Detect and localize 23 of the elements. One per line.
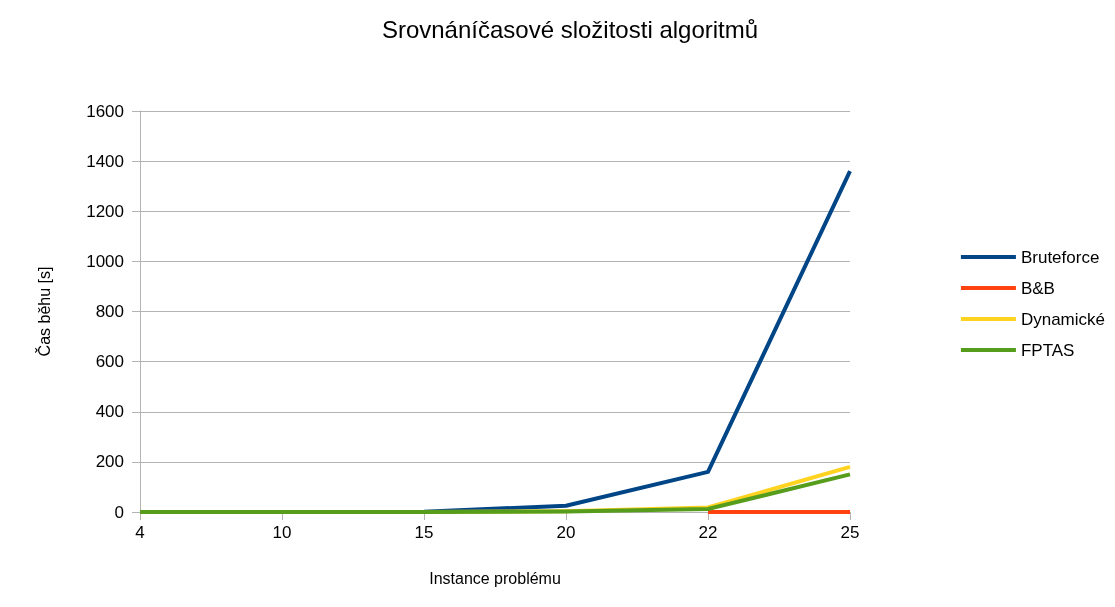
chart-title: Srovnáníčasové složitosti algoritmů [381,15,759,43]
x-tick-label: 10 [272,523,292,542]
y-tick-label: 0 [114,502,124,522]
line-series [138,472,852,514]
y-tick-label: 1600 [86,101,124,121]
x-tick-label: 20 [556,523,576,542]
legend-label: Bruteforce [1020,247,1100,267]
y-axis-title: Čas běhu [s] [34,266,53,357]
legend-label: FPTAS [1020,340,1075,360]
y-tick-label: 400 [95,402,124,422]
y-tick-label: 1000 [86,251,124,271]
x-tick-label: 22 [698,523,718,542]
x-tick-label: 15 [414,523,434,542]
y-tick-label: 1200 [86,201,124,221]
x-tick-label: 4 [135,523,145,542]
y-tick-label: 1400 [86,151,124,171]
y-tick-label: 200 [95,452,124,472]
x-axis-title: Instance problému [429,569,561,587]
legend-label: Dynamické [1020,309,1106,329]
y-tick-label: 800 [95,302,124,321]
x-tick-label: 25 [840,523,860,542]
legend-label: B&B [1020,278,1055,298]
y-tick-label: 600 [95,352,124,372]
